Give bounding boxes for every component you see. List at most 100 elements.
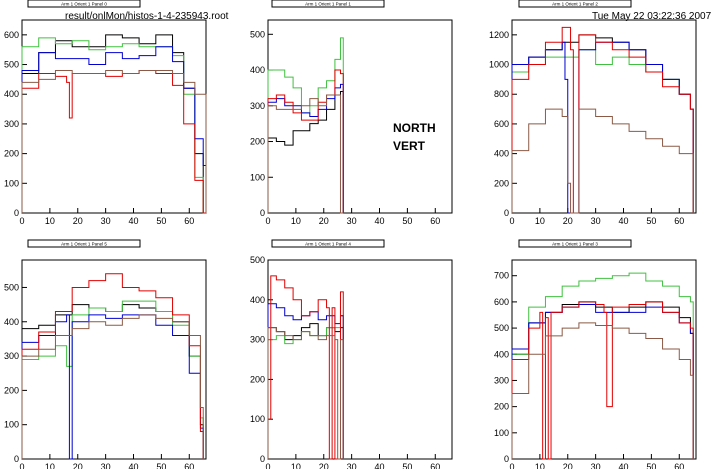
x-tick-label: 60 — [430, 462, 440, 469]
plot-frame — [21, 259, 207, 460]
x-tick-label: 50 — [156, 216, 166, 226]
x-tick-label: 50 — [156, 462, 166, 469]
annotation-vert: VERT — [393, 139, 426, 153]
panel-title-box — [27, 0, 141, 8]
plot-frame — [267, 19, 453, 214]
x-tick-label: 50 — [402, 216, 412, 226]
x-tick-label: 0 — [19, 216, 24, 226]
x-tick-label: 0 — [509, 462, 514, 469]
y-tick-label: 600 — [494, 297, 509, 307]
x-tick-label: 30 — [347, 462, 357, 469]
y-tick-label: 300 — [4, 351, 19, 361]
x-tick-label: 60 — [184, 462, 194, 469]
x-tick-label: 10 — [45, 462, 55, 469]
panel-title: Arm 1 Orient 1 Panel 5 — [61, 242, 107, 247]
series-line-green — [267, 37, 344, 213]
panel-0: Arm 1 Orient 1 Panel 0010020030040050060… — [4, 0, 207, 226]
x-tick-label: 60 — [674, 462, 684, 469]
y-tick-label: 800 — [494, 89, 509, 99]
panel-3: Arm 1 Orient 1 Panel 5 0 100 200 300 400 500 0 1… — [4, 239, 207, 469]
y-tick-label: 0 — [260, 208, 265, 218]
y-tick-label: 0 — [260, 454, 265, 464]
y-tick-label: 500 — [494, 323, 509, 333]
x-tick-label: 0 — [19, 462, 24, 469]
panel-title: Arm 1 Orient 1 Panel 4 — [305, 242, 351, 247]
panel-title-box — [518, 0, 632, 8]
y-tick-label: 0 — [504, 208, 509, 218]
x-tick-label: 30 — [101, 462, 111, 469]
x-tick-label: 10 — [291, 216, 301, 226]
plot-frame — [21, 19, 207, 214]
series-line-green — [511, 49, 694, 213]
annotation-north: NORTH — [393, 121, 436, 135]
y-tick-label: 300 — [494, 375, 509, 385]
y-tick-label: 500 — [4, 60, 19, 70]
x-tick-label: 0 — [265, 462, 270, 469]
panel-4: Arm 1 Orient 1 Panel 4 0 100 200 300 400 500 0 1… — [250, 239, 453, 469]
x-tick-label: 20 — [73, 462, 83, 469]
x-tick-label: 10 — [535, 216, 545, 226]
series-line-red — [267, 275, 344, 460]
y-tick-label: 100 — [4, 420, 19, 430]
y-tick-label: 1200 — [489, 30, 509, 40]
x-tick-label: 30 — [591, 216, 601, 226]
y-tick-label: 0 — [14, 454, 19, 464]
x-tick-label: 20 — [73, 216, 83, 226]
y-tick-label: 400 — [494, 149, 509, 159]
y-tick-label: 400 — [250, 65, 265, 75]
series-line-blue — [511, 41, 694, 214]
series-line-red — [21, 69, 206, 214]
y-tick-label: 200 — [494, 178, 509, 188]
y-tick-label: 200 — [250, 374, 265, 384]
panel-1: Arm 1 Orient 1 Panel 1 0 100 200 300 400 500 0 1… — [250, 0, 453, 226]
x-tick-label: 20 — [563, 462, 573, 469]
panel-2: Arm 1 Orient 1 Panel 2020040060080010001… — [489, 0, 697, 226]
series-line-brown — [511, 108, 694, 214]
x-tick-label: 10 — [535, 462, 545, 469]
x-tick-label: 30 — [591, 462, 601, 469]
x-tick-label: 50 — [646, 462, 656, 469]
series-line-green — [511, 272, 694, 459]
x-tick-label: 50 — [646, 216, 656, 226]
x-tick-label: 40 — [375, 462, 385, 469]
panel-title: Arm 1 Orient 1 Panel 3 — [552, 242, 598, 247]
y-tick-label: 300 — [250, 101, 265, 111]
datetime-label: Tue May 22 03:22:36 2007 — [592, 11, 712, 22]
x-tick-label: 20 — [319, 216, 329, 226]
y-tick-label: 400 — [250, 295, 265, 305]
panel-title-box — [518, 239, 632, 248]
x-tick-label: 10 — [45, 216, 55, 226]
x-tick-label: 60 — [184, 216, 194, 226]
y-tick-label: 1000 — [489, 60, 509, 70]
x-tick-label: 40 — [619, 462, 629, 469]
x-tick-label: 60 — [430, 216, 440, 226]
x-tick-label: 50 — [402, 462, 412, 469]
series-line-green — [21, 37, 206, 214]
y-tick-label: 0 — [504, 454, 509, 464]
series-line-blue — [21, 314, 204, 460]
panel-title-box — [27, 239, 141, 248]
y-tick-label: 200 — [494, 402, 509, 412]
series-line-brown — [21, 314, 204, 459]
y-tick-label: 100 — [250, 414, 265, 424]
y-tick-label: 600 — [4, 30, 19, 40]
y-tick-label: 0 — [14, 208, 19, 218]
y-tick-label: 100 — [494, 428, 509, 438]
y-tick-label: 100 — [4, 178, 19, 188]
y-tick-label: 500 — [250, 255, 265, 265]
x-tick-label: 0 — [509, 216, 514, 226]
y-tick-label: 400 — [4, 89, 19, 99]
x-tick-label: 40 — [129, 462, 139, 469]
x-tick-label: 20 — [319, 462, 329, 469]
series-line-blue — [267, 83, 344, 213]
x-tick-label: 30 — [347, 216, 357, 226]
x-tick-label: 40 — [129, 216, 139, 226]
x-tick-label: 40 — [375, 216, 385, 226]
series-line-brown — [511, 322, 694, 459]
y-tick-label: 300 — [4, 119, 19, 129]
series-line-red — [267, 69, 344, 213]
x-tick-label: 20 — [563, 216, 573, 226]
file-title: result/onlMon/histos-1-4-235943.root — [65, 11, 229, 22]
series-line-brown — [21, 69, 207, 213]
